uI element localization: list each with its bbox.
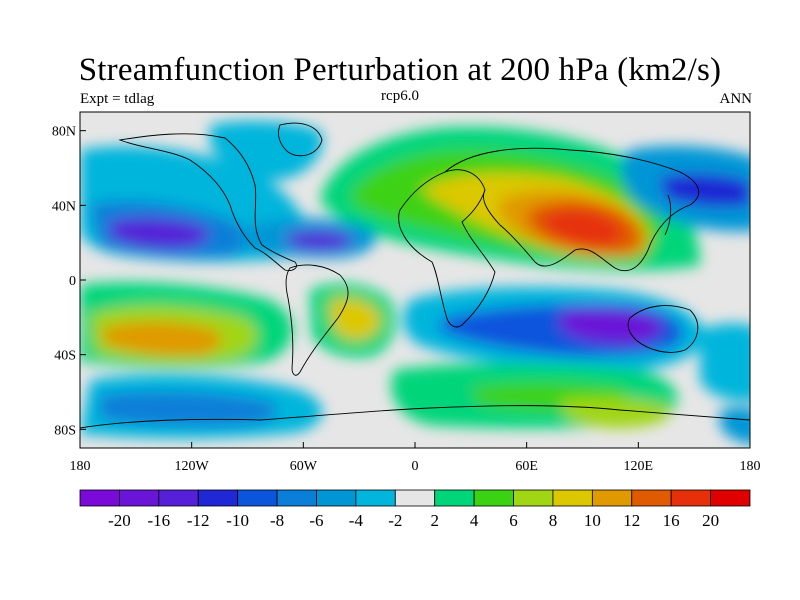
field-negative-north-pacific-core <box>110 218 209 249</box>
colorbar-label: 12 <box>623 511 640 530</box>
colorbar-swatch <box>513 489 554 507</box>
colorbar-swatch <box>710 489 751 507</box>
latitude-axis: 80N 40N 0 40S 80S <box>52 125 86 438</box>
lat-tick-label: 0 <box>69 274 76 289</box>
field-positive-asia-20 <box>542 209 621 247</box>
colorbar-swatch <box>197 489 239 507</box>
map-panel <box>80 112 750 448</box>
colorbar-label: -12 <box>187 511 210 530</box>
lon-tick-label: 60W <box>290 459 318 474</box>
colorbar-label: 16 <box>663 511 680 530</box>
colorbar-swatch <box>552 489 593 507</box>
coastline-asia <box>444 147 700 272</box>
colorbar-swatch <box>276 489 317 507</box>
colorbar-label: 10 <box>584 511 601 530</box>
field-negative-south-atlantic <box>720 407 750 445</box>
lon-tick-label: 180 <box>70 459 91 474</box>
colorbar-label: 4 <box>470 511 479 530</box>
field-positive-south-america-10 <box>329 298 381 340</box>
colorbar-label: 8 <box>549 511 558 530</box>
colorbar-label: -16 <box>147 511 170 530</box>
colorbar-label: -2 <box>388 511 402 530</box>
coastline-japan <box>664 194 672 236</box>
lat-tick-label: 40N <box>52 199 76 214</box>
lat-tick-label: 80S <box>54 423 76 438</box>
map-title: Streamfunction Perturbation at 200 hPa (… <box>78 52 722 88</box>
field-negative-southern-ocean-inner <box>100 391 277 427</box>
colorbar-swatch <box>473 489 514 507</box>
lon-tick-label: 120E <box>624 459 654 474</box>
field-negative-northeast-pacific-core <box>660 173 750 208</box>
coastline-antarctica <box>80 405 750 429</box>
colorbar-swatch <box>394 489 436 507</box>
colorbar-label: -20 <box>108 511 131 530</box>
coastline-south-america <box>285 264 349 376</box>
colorbar-swatch <box>237 489 278 507</box>
colorbar-label: 20 <box>702 511 719 530</box>
lat-tick-label: 40S <box>54 349 76 364</box>
experiment-label: Expt = tdlag <box>80 91 155 107</box>
field-negative-south-pacific-east <box>700 323 750 402</box>
coastline-australia <box>627 305 699 353</box>
colorbar-swatch <box>355 489 396 507</box>
colorbar-label: -10 <box>226 511 249 530</box>
colorbar-swatch <box>158 489 199 507</box>
lat-tick-label: 80N <box>52 125 76 140</box>
field-positive-south-pacific-12 <box>100 321 222 356</box>
colorbar-swatch <box>119 489 160 507</box>
colorbar-swatch <box>670 489 711 507</box>
field-negative-greenland <box>210 120 323 181</box>
coastline-north-america <box>118 133 297 271</box>
lon-tick-label: 180 <box>740 459 761 474</box>
lon-tick-label: 0 <box>412 459 419 474</box>
contour-fields <box>80 120 750 445</box>
colorbar-swatch <box>631 489 672 507</box>
field-negative-atlantic-core <box>285 230 353 250</box>
season-label: ANN <box>719 91 753 107</box>
coastline-europe-africa <box>398 169 496 328</box>
colorbar-label: 2 <box>430 511 439 530</box>
scenario-label: rcp6.0 <box>381 88 419 104</box>
colorbar-label: 6 <box>509 511 518 530</box>
colorbar-swatch <box>316 489 357 507</box>
colorbar-swatch <box>591 489 633 507</box>
field-positive-antarctic-edge <box>560 397 671 428</box>
colorbar-swatch <box>434 489 475 507</box>
colorbar-label: -8 <box>270 511 284 530</box>
coastline-greenland <box>277 122 323 157</box>
colorbar-swatch <box>79 489 120 507</box>
field-negative-south-indian-core <box>560 308 663 345</box>
colorbar-label: -4 <box>349 511 364 530</box>
coastlines <box>80 122 750 429</box>
colorbar-label: -6 <box>309 511 323 530</box>
lon-tick-label: 120W <box>175 459 210 474</box>
longitude-axis: 180 120W 60W 0 60E 120E 180 <box>70 442 761 474</box>
lon-tick-label: 60E <box>515 459 538 474</box>
colorbar: -20 -16 -12 -10 -8 -6 -4 -2 2 4 6 8 10 12 16 20 <box>79 489 751 530</box>
